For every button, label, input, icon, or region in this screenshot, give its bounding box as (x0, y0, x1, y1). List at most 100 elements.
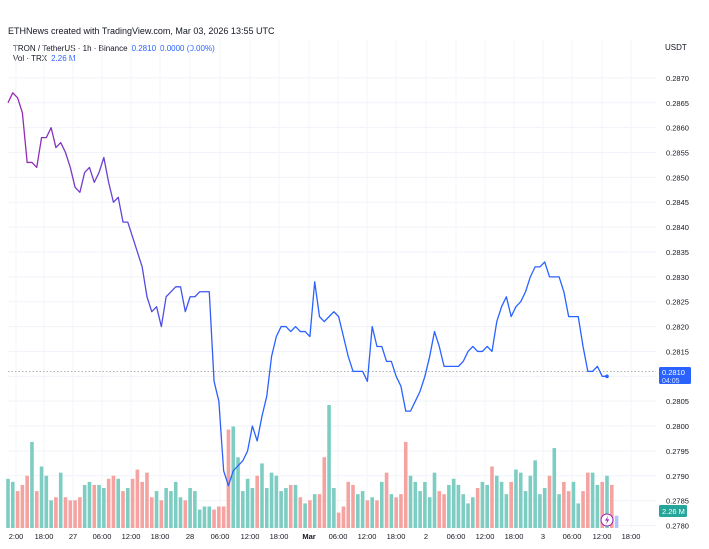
x-tick-label: 06:00 (447, 532, 466, 541)
volume-bar (394, 497, 398, 528)
volume-bar (178, 497, 183, 528)
volume-bar (399, 494, 403, 528)
volume-bar (34, 491, 39, 528)
volume-bar (562, 481, 566, 528)
volume-bar (370, 497, 374, 528)
volume-bar (221, 506, 226, 528)
y-tick-label: 0.2850 (666, 173, 689, 182)
volume-bar (447, 484, 451, 528)
x-tick-label: 06:00 (211, 532, 230, 541)
volume-bar (427, 497, 432, 528)
y-tick-label: 0.2820 (666, 323, 689, 332)
volume-bar (466, 503, 470, 528)
volume-legend-label: Vol · TRX (13, 54, 48, 63)
price-badge-bg (659, 367, 691, 384)
volume-bar (188, 488, 192, 528)
volume-bar (20, 484, 25, 528)
chart-credit: ETHNews created with TradingView.com, Ma… (8, 26, 275, 36)
volume-bar (308, 500, 312, 528)
grid (8, 40, 656, 528)
volume-bar (6, 478, 10, 528)
volume-bar (571, 481, 576, 528)
volume-bar (264, 488, 269, 528)
volume-bar (10, 481, 15, 528)
y-tick-label: 0.2860 (666, 124, 689, 133)
volume-bar (528, 475, 533, 528)
volume-bar (432, 472, 437, 528)
volume-bar (58, 472, 63, 528)
x-tick-label: 12:00 (122, 532, 141, 541)
volume-bar (288, 484, 293, 528)
volume-bar (538, 494, 542, 528)
volume-bar (590, 472, 595, 528)
volume-bar (547, 475, 552, 528)
volume-bar (135, 469, 140, 528)
symbol-name: TRON / TetherUS · 1h · Binance (13, 44, 128, 53)
x-tick-label: 06:00 (563, 532, 582, 541)
volume-bar (437, 491, 442, 528)
x-tick-label: 2 (424, 532, 428, 541)
y-tick-label: 0.2825 (666, 298, 689, 307)
volume-bar (39, 466, 44, 528)
volume-bar (581, 491, 585, 528)
volume-bar (365, 500, 370, 528)
volume-bar (116, 478, 121, 528)
volume-bar (418, 491, 422, 528)
volume-bar (193, 491, 197, 528)
volume-bar (197, 509, 202, 528)
volume-bar (169, 491, 173, 528)
volume-bar (485, 484, 489, 528)
volume-bar (173, 481, 178, 528)
volume-bar (231, 426, 236, 528)
volume-bar (73, 500, 77, 528)
volume-bar (533, 460, 537, 528)
price-badge: 0.2810 04:05 (659, 367, 691, 385)
volume-bar (255, 475, 259, 528)
volume-bar (327, 405, 331, 528)
volume-bar (15, 491, 20, 528)
volume-bar (284, 488, 288, 528)
volume-bar (49, 500, 53, 528)
price-axis: 0.2870 0.2865 0.2860 0.2855 0.2850 0.2845 0.28… (666, 74, 689, 531)
y-tick-label: 0.2830 (666, 273, 689, 282)
volume-bar (236, 457, 240, 528)
last-price-dot (605, 374, 609, 379)
volume-bar (600, 481, 605, 528)
volume-bar (245, 478, 250, 528)
volume-bar (518, 472, 523, 528)
lightning-icon[interactable] (600, 513, 614, 527)
volume-bar (121, 491, 125, 528)
symbol-legend: TRON / TetherUS · 1h · Binance 0.2810 0.00… (13, 44, 215, 53)
y-tick-label: 0.2805 (666, 397, 689, 406)
volume-bar (605, 475, 609, 528)
volume-bar (609, 484, 614, 528)
price-line (7, 92, 607, 487)
volume-bars (6, 405, 619, 528)
volume-bar (63, 497, 68, 528)
volume-bar (78, 497, 82, 528)
volume-bar (145, 472, 149, 528)
volume-legend-value: 2.26 M (51, 54, 76, 63)
volume-bar (332, 488, 336, 528)
volume-badge-bg (659, 505, 687, 517)
volume-bar (346, 481, 351, 528)
x-tick-label: 12:00 (358, 532, 377, 541)
volume-bar (408, 475, 413, 528)
y-tick-label: 0.2785 (666, 497, 689, 506)
y-tick-label: 0.2790 (666, 472, 689, 481)
y-tick-label: 0.2845 (666, 198, 689, 207)
volume-badge: 2.26 M (659, 505, 687, 517)
time-axis: 2:00 18:00 27 06:00 12:00 18:00 28 06:00 12:00 18… (9, 532, 641, 541)
y-tick-label: 0.2855 (666, 149, 689, 158)
volume-bar (351, 484, 355, 528)
volume-bar (557, 494, 561, 528)
volume-bar (298, 497, 303, 528)
x-tick-label: 27 (69, 532, 77, 541)
x-tick-label: 12:00 (476, 532, 495, 541)
volume-bar (442, 494, 446, 528)
volume-bar (514, 469, 518, 528)
volume-bar (202, 506, 207, 528)
volume-bar (586, 472, 590, 528)
volume-bar (542, 488, 547, 528)
